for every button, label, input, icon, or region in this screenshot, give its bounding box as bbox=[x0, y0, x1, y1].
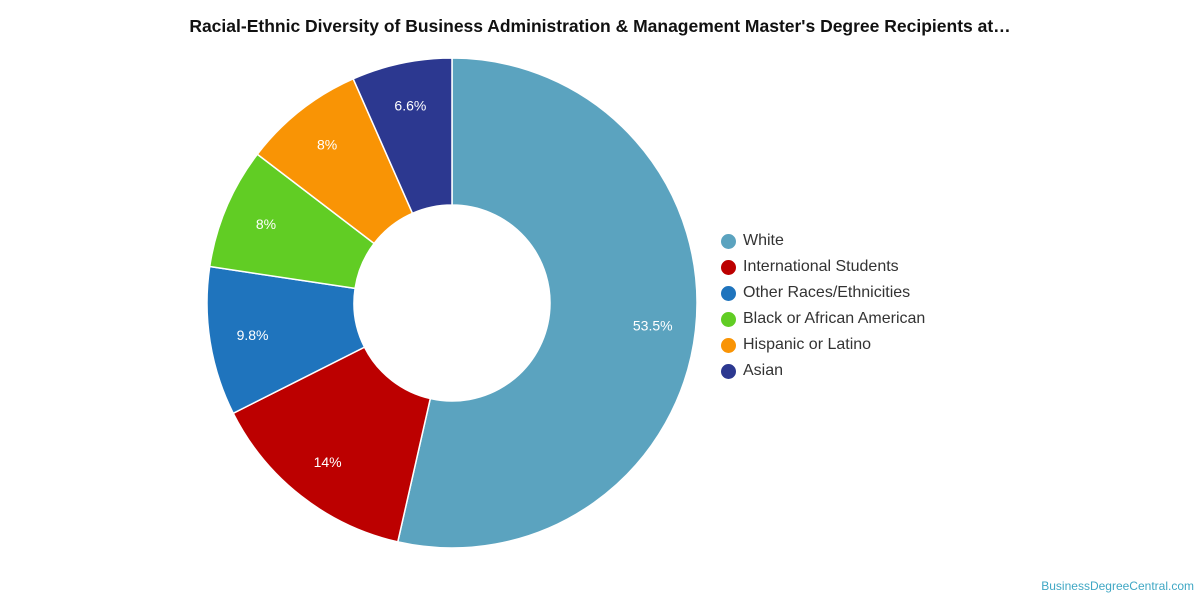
slice-labels-group: 53.5% 14% 9.8% 8% 8% 6.6% bbox=[237, 97, 673, 470]
legend-label: International Students bbox=[743, 258, 899, 275]
legend-item-white[interactable]: White bbox=[721, 228, 925, 254]
legend-swatch-icon bbox=[721, 311, 736, 327]
legend-item-other-races-ethnicities[interactable]: Other Races/Ethnicities bbox=[721, 280, 925, 306]
source-credit[interactable]: BusinessDegreeCentral.com bbox=[1041, 579, 1194, 593]
legend-label: Other Races/Ethnicities bbox=[743, 284, 911, 301]
legend-label: Black or African American bbox=[743, 310, 926, 327]
legend-swatch-icon bbox=[721, 337, 736, 353]
chart-legend: White International Students Other Races/E… bbox=[721, 228, 925, 384]
slice-label-black-or-african-american: 8% bbox=[256, 216, 276, 232]
slices-group bbox=[206, 57, 698, 549]
legend-label: Hispanic or Latino bbox=[743, 336, 872, 353]
legend-swatch-icon bbox=[721, 285, 736, 301]
legend-swatch-icon bbox=[721, 233, 736, 249]
legend-label: Asian bbox=[743, 362, 784, 379]
slice-international-students[interactable] bbox=[232, 346, 432, 543]
legend-item-international-students[interactable]: International Students bbox=[721, 254, 925, 280]
legend-item-asian[interactable]: Asian bbox=[721, 358, 925, 384]
slice-label-hispanic-or-latino: 8% bbox=[317, 136, 337, 152]
legend-swatch-icon bbox=[721, 259, 736, 275]
slice-asian[interactable] bbox=[352, 57, 453, 215]
chart-title: Racial-Ethnic Diversity of Business Admi… bbox=[189, 16, 1011, 36]
slice-label-other-races-ethnicities: 9.8% bbox=[237, 327, 269, 343]
slice-label-asian: 6.6% bbox=[394, 97, 426, 113]
legend-item-black-or-african-american[interactable]: Black or African American bbox=[721, 306, 925, 332]
slice-label-white: 53.5% bbox=[633, 318, 673, 334]
legend-swatch-icon bbox=[721, 363, 736, 379]
legend-label: White bbox=[743, 232, 784, 249]
slice-white[interactable] bbox=[396, 57, 698, 549]
legend-item-hispanic-or-latino[interactable]: Hispanic or Latino bbox=[721, 332, 925, 358]
slice-label-international-students: 14% bbox=[314, 454, 342, 470]
